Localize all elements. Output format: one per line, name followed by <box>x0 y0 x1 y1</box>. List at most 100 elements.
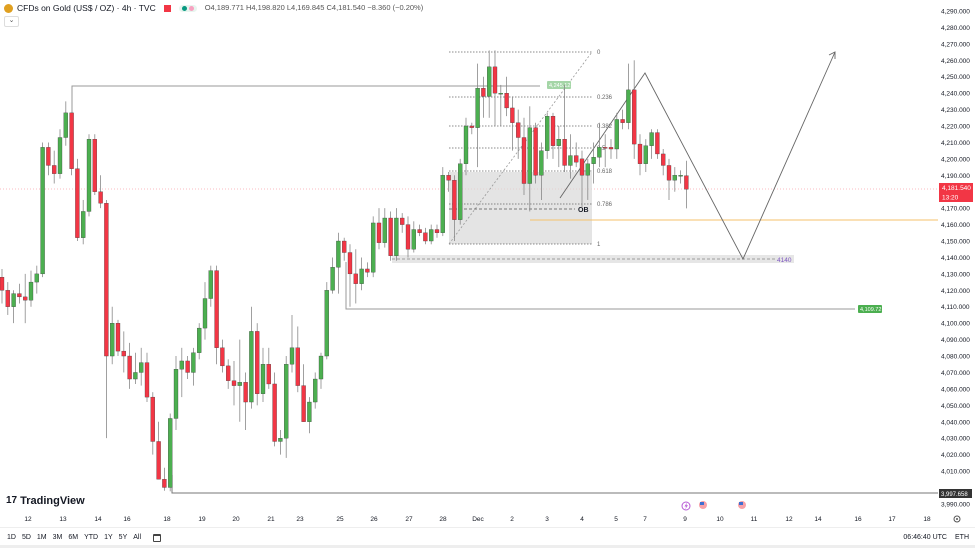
session-toggle[interactable]: ETH <box>955 534 969 541</box>
candle-body <box>52 165 57 174</box>
candle-body <box>440 175 445 233</box>
high-label-bg <box>547 81 571 89</box>
candle-body <box>574 155 579 163</box>
fib-level-label: 1 <box>597 242 601 248</box>
candle-body <box>336 240 341 268</box>
range-button-1d[interactable]: 1D <box>7 534 16 541</box>
candle-body <box>556 139 561 146</box>
candle-body <box>411 229 416 250</box>
chevron-down-icon[interactable]: ⌄ <box>4 16 19 27</box>
clock[interactable]: 06:46:40 UTC <box>903 534 947 541</box>
time-tick-label: 19 <box>198 516 206 523</box>
candle-body <box>649 132 654 146</box>
calendar-icon[interactable] <box>153 533 162 542</box>
candle-body <box>249 331 254 403</box>
price-tick-label: 4,120.000 <box>941 288 970 295</box>
fib-zone[interactable] <box>449 172 592 244</box>
candle <box>150 392 155 455</box>
range-button-5y[interactable]: 5Y <box>118 534 128 541</box>
candle <box>127 342 132 389</box>
range-button-ytd[interactable]: YTD <box>84 534 99 541</box>
price-tick-label: 4,220.000 <box>941 124 970 131</box>
event-lightning-icon[interactable] <box>681 501 691 511</box>
range-button-5d[interactable]: 5D <box>21 534 31 541</box>
candle <box>86 134 92 217</box>
candle-body <box>133 372 138 380</box>
range-button-1y[interactable]: 1Y <box>104 534 113 541</box>
swing-high-line[interactable] <box>71 85 540 120</box>
candle-body <box>545 116 550 151</box>
time-tick-label: 14 <box>814 516 822 523</box>
candle <box>434 224 440 238</box>
candle-body <box>585 163 590 176</box>
flag-icon[interactable] <box>163 4 171 12</box>
candle-body <box>666 165 672 181</box>
candle-body <box>330 267 335 291</box>
time-tick-label: 18 <box>163 516 171 523</box>
fib-level-label: 0.382 <box>597 124 613 130</box>
range-button-3m[interactable]: 3M <box>52 534 63 541</box>
arrow-head-icon <box>828 51 836 59</box>
range-button-all[interactable]: All <box>133 534 142 541</box>
event-us-flag-icon[interactable] <box>699 501 707 509</box>
range-button-1m[interactable]: 1M <box>36 534 47 541</box>
projection-path[interactable] <box>559 51 836 261</box>
candle-body <box>434 229 440 233</box>
candle <box>156 421 161 480</box>
price-tick-label: 4,200.000 <box>941 156 970 163</box>
candle-body <box>237 382 242 386</box>
candle-body <box>86 139 92 212</box>
range-button-6m[interactable]: 6M <box>68 534 79 541</box>
time-tick-label: 10 <box>716 516 724 523</box>
candle-body <box>0 277 5 291</box>
swing-low-line[interactable] <box>171 475 938 494</box>
candle <box>579 150 585 209</box>
candle <box>272 372 277 447</box>
time-tick-label: 18 <box>923 516 931 523</box>
candle-body <box>550 116 556 146</box>
candle-body <box>63 112 68 138</box>
candle-body <box>597 147 602 158</box>
event-us-flag-icon[interactable] <box>738 501 746 509</box>
candle <box>162 467 167 491</box>
candle-body <box>521 137 527 184</box>
time-tick-label: Dec <box>472 516 484 523</box>
price-tick-label: 4,280.000 <box>941 25 970 32</box>
price-axis[interactable]: 4,290.000 4,280.000 4,270.000 4,260.000 4,25… <box>941 9 970 509</box>
candle <box>394 208 399 261</box>
symbol-title[interactable]: CFDs on Gold (US$ / OZ) · 4h · TVC <box>17 3 156 13</box>
price-tick-label: 4,110.000 <box>941 304 970 311</box>
panel-divider[interactable] <box>0 545 975 548</box>
price-tick-label: 4,090.000 <box>941 337 970 344</box>
time-tick-label: 12 <box>785 516 793 523</box>
candle <box>318 352 324 389</box>
price-tick-label: 4,140.000 <box>941 255 970 262</box>
candle-body <box>23 296 28 301</box>
candle-body <box>446 175 451 181</box>
candle-body <box>208 270 213 299</box>
ohlc-values: O4,189.771 H4,198.820 L4,169.845 C4,181.… <box>204 3 424 12</box>
candle <box>637 134 643 176</box>
zone-4140-label: 4140 <box>777 257 792 264</box>
candle <box>678 170 683 184</box>
time-axis[interactable]: 12 13 14 16 18 19 20 21 23 25 26 27 28 Dec 2 3 4 5 7 9 10 11 1… <box>24 516 931 523</box>
price-tick-label: 4,230.000 <box>941 107 970 114</box>
time-tick-label: 7 <box>643 516 647 523</box>
candle <box>545 112 550 159</box>
time-tick-label: 28 <box>439 516 447 523</box>
symbol-header: CFDs on Gold (US$ / OZ) · 4h · TVC O4,18… <box>4 3 423 13</box>
candle <box>452 175 457 242</box>
candle-body <box>75 168 80 238</box>
candle <box>388 211 393 261</box>
candle <box>400 213 405 233</box>
market-status-icon[interactable] <box>178 4 197 12</box>
candle <box>492 50 498 127</box>
candle-body <box>539 150 544 176</box>
support-line[interactable] <box>345 262 855 310</box>
candle-body <box>179 360 184 370</box>
candle-body <box>318 355 324 380</box>
candle <box>620 109 625 130</box>
candle <box>417 224 422 237</box>
settings-gear-icon[interactable] <box>953 515 961 523</box>
